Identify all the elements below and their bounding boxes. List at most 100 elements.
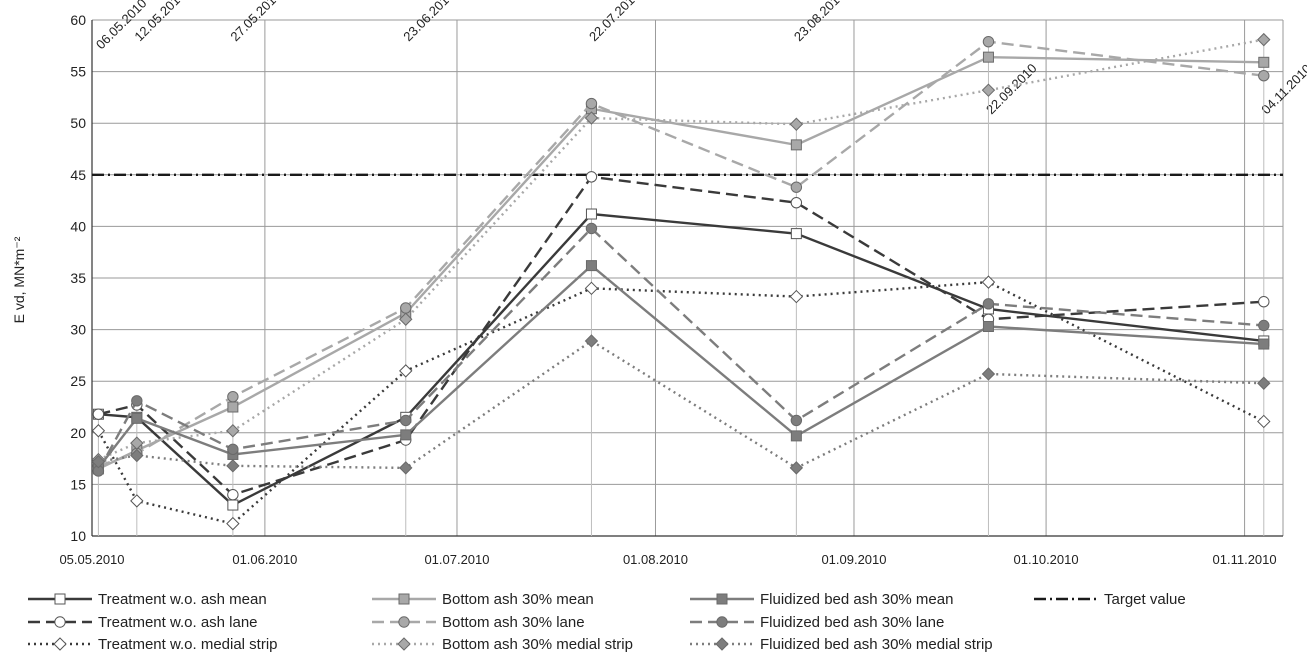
legend-swatch-marker — [53, 637, 67, 651]
series-fluidized-bed-ash-30-lane — [92, 222, 1270, 477]
data-point — [981, 275, 996, 289]
data-point — [584, 281, 599, 296]
data-point — [227, 390, 239, 403]
y-tick-label: 35 — [70, 270, 86, 286]
data-point — [585, 260, 597, 272]
date-annotation: 27.05.2010 — [227, 0, 284, 44]
legend-label: Fluidized bed ash 30% mean — [760, 591, 953, 608]
legend-swatch-marker — [397, 637, 411, 651]
legend-label: Target value — [1104, 591, 1186, 608]
data-point — [790, 414, 803, 427]
series-lines — [91, 32, 1271, 531]
data-point — [585, 208, 597, 220]
legend-swatch-marker — [398, 593, 410, 605]
series-line — [98, 40, 1264, 467]
legend-swatch-marker — [54, 593, 66, 605]
series-line — [98, 212, 1264, 507]
y-tick-label: 30 — [70, 322, 86, 338]
data-point — [92, 408, 105, 420]
series-bottom-ash-30-lane — [92, 35, 1270, 472]
data-point — [790, 228, 802, 240]
data-point — [789, 461, 804, 475]
data-point — [790, 181, 803, 193]
data-point — [227, 401, 239, 413]
data-point — [982, 35, 995, 48]
data-point — [1258, 70, 1270, 82]
series-fluidized-bed-ash-30-medial-strip — [91, 334, 1271, 475]
x-tick-label: 01.06.2010 — [232, 552, 297, 567]
data-point — [226, 459, 240, 473]
data-point — [584, 111, 599, 125]
y-tick-label: 25 — [70, 373, 86, 389]
legend: Treatment w.o. ash mean Treatment w.o. as… — [28, 591, 1186, 653]
data-point — [130, 494, 144, 508]
data-point — [1258, 338, 1270, 350]
series-treatment-w-o-ash-mean — [92, 208, 1270, 511]
date-annotation: 23.08.2010 — [791, 0, 848, 44]
data-point — [91, 424, 106, 438]
data-point — [585, 222, 598, 235]
y-tick-label: 40 — [70, 218, 86, 234]
y-tick-label: 60 — [70, 12, 86, 28]
x-tick-label: 01.09.2010 — [821, 552, 886, 567]
series-line — [97, 38, 1265, 461]
data-point — [982, 51, 994, 63]
y-tick-label: 10 — [70, 528, 86, 544]
series-line — [98, 175, 1264, 497]
data-point — [226, 424, 240, 438]
y-tick-labels: 10 15 20 25 30 35 40 45 50 55 60 — [70, 12, 86, 544]
data-point — [790, 430, 802, 442]
data-point — [399, 364, 413, 378]
data-point — [130, 448, 144, 463]
legend-swatch-marker — [715, 637, 729, 651]
series-bottom-ash-30-medial-strip — [91, 32, 1271, 467]
legend-entry: Treatment w.o. ash mean — [28, 591, 267, 608]
series-line — [97, 264, 1264, 469]
legend-entry: Fluidized bed ash 30% medial strip — [690, 636, 993, 653]
y-tick-label: 20 — [70, 425, 86, 441]
data-point — [1257, 414, 1271, 429]
data-point — [982, 321, 994, 333]
series-line — [97, 226, 1264, 472]
x-tick-labels: 05.05.2010 01.06.2010 01.07.2010 01.08.2010… — [59, 552, 1276, 567]
legend-swatch-marker — [716, 616, 728, 628]
legend-entry: Fluidized bed ash 30% mean — [690, 591, 953, 608]
legend-label: Fluidized bed ash 30% lane — [760, 614, 944, 631]
data-point — [1257, 32, 1271, 47]
legend-entry: Treatment w.o. ash lane — [28, 614, 258, 631]
grid-lines — [91, 19, 1284, 537]
data-point — [399, 312, 413, 326]
data-point — [227, 443, 239, 456]
date-annotation: 22.07.2010 — [586, 0, 643, 44]
data-point — [400, 429, 412, 441]
y-tick-label: 50 — [70, 115, 86, 131]
legend-label: Bottom ash 30% medial strip — [442, 636, 633, 653]
data-point — [1258, 56, 1270, 68]
data-point — [400, 414, 412, 427]
data-point — [91, 454, 106, 469]
data-point — [585, 171, 598, 183]
data-point — [981, 367, 996, 381]
data-point — [1257, 376, 1271, 390]
legend-label: Treatment w.o. medial strip — [98, 636, 278, 653]
data-point — [227, 489, 239, 501]
data-point — [131, 412, 143, 424]
data-point — [226, 516, 240, 531]
data-point — [584, 334, 599, 348]
x-tick-label: 01.08.2010 — [623, 552, 688, 567]
y-tick-label: 55 — [70, 64, 86, 80]
data-point — [789, 289, 804, 304]
data-point — [399, 461, 413, 475]
x-tick-label: 01.10.2010 — [1014, 552, 1079, 567]
series-bottom-ash-30-mean — [92, 51, 1270, 475]
legend-entry: Bottom ash 30% medial strip — [372, 636, 633, 653]
data-point — [789, 117, 804, 131]
measurement-droplines — [97, 39, 1265, 536]
y-tick-label: 45 — [70, 167, 86, 183]
data-point — [981, 83, 996, 97]
y-axis-label: E vd, MN*m⁻² — [11, 236, 27, 323]
series-line — [98, 339, 1264, 470]
legend-label: Bottom ash 30% mean — [442, 591, 594, 608]
data-point — [400, 302, 412, 314]
